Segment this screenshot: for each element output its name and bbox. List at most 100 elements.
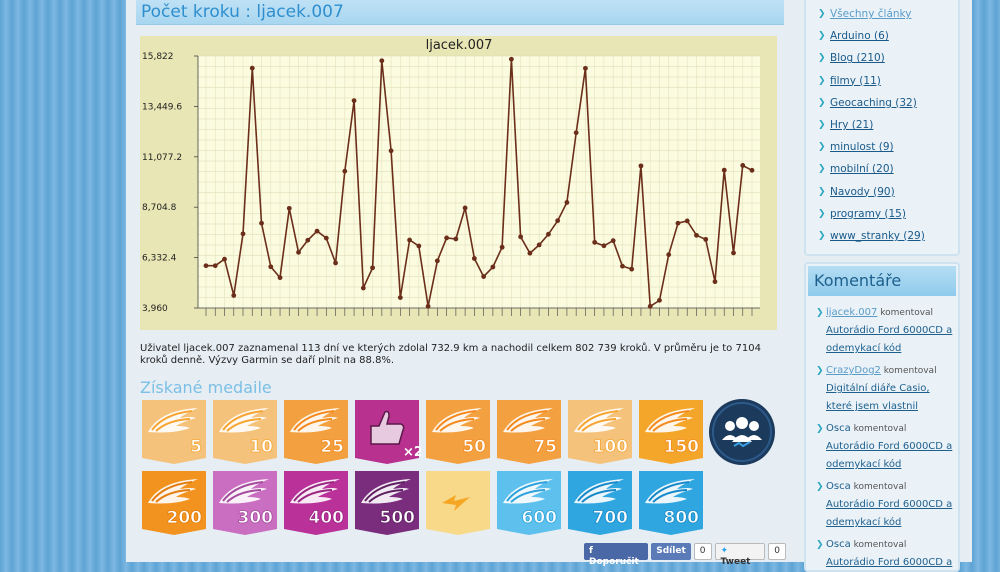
medal-badge: 500: [353, 469, 421, 537]
category-label: Všechny články: [830, 8, 912, 20]
category-link[interactable]: ❯ Geocaching (32): [818, 97, 958, 119]
main-content: Počet kroku : ljacek.007 3,960 6,332.4 8,7…: [136, 0, 786, 567]
medal-label: 5: [190, 437, 202, 457]
badge-shape: [213, 471, 277, 535]
comment-author: Osca: [826, 481, 851, 492]
arrow-right-icon: ❯: [818, 164, 826, 175]
medal-label: ×2: [403, 445, 421, 460]
comment-article-link[interactable]: Digitální diáře Casio, které jsem vlastn…: [826, 383, 930, 412]
chart-svg: 3,960 6,332.4 8,704.8 11,077.2 13,449.6 15,82…: [140, 36, 777, 330]
medal-label: 800: [664, 508, 700, 528]
badge-shape: [568, 471, 632, 535]
medal-badge: 25: [282, 398, 350, 466]
data-point: [610, 238, 616, 244]
data-point: [481, 274, 487, 279]
comment-author: Osca: [826, 539, 851, 550]
data-point: [564, 200, 570, 205]
comment-item: ❯ Osca komentoval Autorádio Ford 6000CD a: [816, 536, 958, 572]
comment-article-link[interactable]: Autorádio Ford 6000CD a odemykací kód: [826, 499, 953, 528]
category-link[interactable]: ❯ programy (15): [818, 208, 958, 230]
data-point: [453, 236, 459, 242]
group-icon: [722, 417, 762, 442]
category-link[interactable]: ❯ Hry (21): [818, 119, 958, 141]
comment-author[interactable]: CrazyDog2: [826, 365, 881, 376]
y-tick-label: 8,704.8: [142, 203, 177, 213]
badge-shape: [426, 400, 490, 464]
data-point: [583, 65, 588, 71]
badge-shape: [284, 400, 348, 464]
bolt-icon: [442, 495, 470, 511]
data-point: [629, 266, 635, 272]
data-point: [694, 232, 699, 238]
data-point: [231, 293, 237, 298]
facebook-like-button[interactable]: f Doporučit: [584, 543, 649, 567]
category-label: mobilní (20): [830, 163, 894, 176]
tweet-count: 0: [768, 543, 786, 560]
medal-badge: 600: [495, 469, 563, 537]
category-link[interactable]: ❯ Navody (90): [818, 186, 958, 208]
wing-icon: [503, 408, 553, 433]
series-line: [206, 59, 753, 308]
comment-article-link[interactable]: Autorádio Ford 6000CD a: [826, 557, 953, 568]
share-button[interactable]: Sdílet: [651, 543, 691, 560]
wing-icon: [574, 408, 624, 433]
y-tick-label: 15,822: [142, 52, 174, 62]
category-link[interactable]: ❯ www_stranky (29): [818, 230, 958, 252]
category-link[interactable]: ❯ Blog (210): [818, 52, 958, 74]
data-point: [249, 65, 255, 71]
facebook-icon: f: [589, 546, 593, 556]
data-point: [425, 303, 431, 309]
badge-shape: [639, 471, 703, 535]
category-link[interactable]: ❯ minulost (9): [818, 141, 958, 163]
medal-badge: 200: [140, 469, 208, 537]
comment-author[interactable]: ljacek.007: [826, 307, 878, 318]
data-point: [518, 234, 524, 240]
y-tick-label: 3,960: [142, 304, 168, 314]
badge-shape: [142, 400, 206, 464]
category-label: minulost (9): [830, 141, 894, 154]
comment-article-link[interactable]: Autorádio Ford 6000CD a odemykací kód: [826, 325, 953, 354]
comment-article-link[interactable]: Autorádio Ford 6000CD a odemykací kód: [826, 441, 953, 470]
share-count: 0: [693, 543, 712, 560]
data-point: [490, 264, 496, 270]
data-point: [222, 256, 227, 262]
comments-heading: Komentáře: [808, 266, 956, 296]
twitter-icon: ✦: [720, 546, 729, 556]
tweet-button[interactable]: ✦ Tweet: [714, 543, 766, 567]
medal-label: 100: [593, 437, 629, 457]
data-point: [666, 252, 672, 258]
y-tick-label: 13,449.6: [142, 102, 182, 112]
data-point: [351, 98, 357, 104]
medal-badge: 10: [211, 398, 279, 466]
arrow-right-icon: ❯: [818, 53, 826, 64]
data-point: [360, 285, 366, 291]
badge-shape: [497, 471, 561, 535]
category-link[interactable]: ❯ Arduino (6): [818, 30, 958, 52]
data-point: [749, 167, 755, 173]
data-point: [333, 260, 338, 266]
medal-badge: ×2: [353, 398, 421, 466]
medal-label: 300: [238, 508, 274, 528]
medal-label: 150: [664, 437, 700, 457]
medal-badge: 100: [566, 398, 634, 466]
data-point: [462, 205, 468, 211]
data-point: [731, 250, 736, 256]
data-point: [407, 237, 412, 243]
category-link[interactable]: ❯ filmy (11): [818, 75, 958, 97]
wing-icon: [219, 408, 269, 433]
data-point: [499, 244, 505, 250]
tweet-label: Tweet: [720, 557, 751, 567]
medal-label: 10: [249, 437, 273, 457]
medal-badge: 50: [424, 398, 492, 466]
badge-shape: [497, 400, 561, 464]
data-point: [638, 163, 644, 169]
data-point: [592, 239, 598, 245]
category-link[interactable]: ❯ Všechny články: [818, 8, 958, 30]
medal-label: 75: [533, 437, 557, 457]
category-label: Hry (21): [830, 118, 874, 131]
arrow-right-icon: ❯: [818, 97, 826, 108]
data-point: [657, 297, 662, 303]
category-link[interactable]: ❯ mobilní (20): [818, 163, 958, 185]
arrow-right-icon: ❯: [816, 424, 824, 434]
data-point: [508, 56, 514, 62]
